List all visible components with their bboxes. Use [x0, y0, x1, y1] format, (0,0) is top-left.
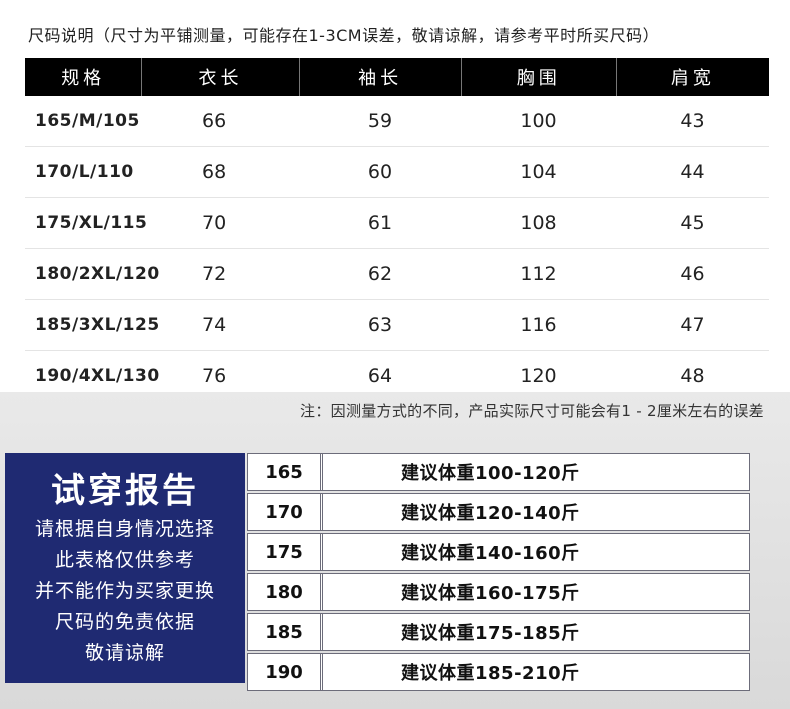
col-header-sleeve: 袖长: [300, 58, 462, 96]
cell-sleeve: 60: [367, 161, 393, 183]
report-line: 请根据自身情况选择: [34, 518, 215, 540]
size-table: 规格 衣长 袖长 胸围 肩宽 165/M/105 66 59 100 43 17…: [25, 58, 769, 401]
weight-size: 175: [248, 534, 323, 570]
report-line: 尺码的免责依据: [54, 611, 195, 633]
report-line: 敬请谅解: [84, 642, 165, 664]
weight-size: 190: [248, 654, 323, 690]
cell-length: 76: [202, 365, 227, 387]
fitting-section: 注：因测量方式的不同，产品实际尺寸可能会有1 - 2厘米左右的误差 试穿报告 请…: [0, 392, 790, 709]
weight-row: 180 建议体重160-175斤: [247, 573, 750, 611]
size-note: 尺码说明（尺寸为平铺测量，可能存在1-3CM误差，敬请谅解，请参考平时所买尺码）: [28, 26, 660, 45]
col-header-length: 衣长: [142, 58, 300, 96]
table-row: 170/L/110 68 60 104 44: [25, 147, 769, 198]
table-row: 175/XL/115 70 61 108 45: [25, 198, 769, 249]
report-line: 此表格仅供参考: [54, 549, 195, 571]
cell-length: 74: [202, 314, 227, 336]
cell-chest: 120: [520, 365, 557, 387]
cell-sleeve: 62: [367, 263, 393, 285]
weight-row: 165 建议体重100-120斤: [247, 453, 750, 491]
weight-row: 190 建议体重185-210斤: [247, 653, 750, 691]
col-header-spec: 规格: [25, 58, 143, 96]
weight-size: 180: [248, 574, 323, 610]
cell-chest: 108: [520, 212, 557, 234]
cell-spec: 185/3XL/125: [35, 315, 160, 335]
measurement-footnote: 注：因测量方式的不同，产品实际尺寸可能会有1 - 2厘米左右的误差: [300, 402, 764, 420]
weight-table: 165 建议体重100-120斤 170 建议体重120-140斤 175 建议…: [247, 453, 750, 693]
cell-sleeve: 63: [367, 314, 393, 336]
cell-chest: 104: [520, 161, 557, 183]
cell-length: 66: [202, 110, 227, 132]
weight-row: 175 建议体重140-160斤: [247, 533, 750, 571]
weight-size: 185: [248, 614, 323, 650]
cell-spec: 170/L/110: [35, 162, 134, 182]
size-table-body: 165/M/105 66 59 100 43 170/L/110 68 60 1…: [25, 96, 769, 401]
size-table-header: 规格 衣长 袖长 胸围 肩宽: [25, 58, 769, 96]
col-header-chest: 胸围: [462, 58, 617, 96]
weight-row: 185 建议体重175-185斤: [247, 613, 750, 651]
table-row: 190/4XL/130 76 64 120 48: [25, 351, 769, 401]
weight-advice: 建议体重185-210斤: [401, 663, 580, 684]
cell-sleeve: 61: [367, 212, 393, 234]
cell-shoulder: 48: [680, 365, 705, 387]
cell-spec: 165/M/105: [35, 111, 140, 131]
cell-sleeve: 64: [367, 365, 393, 387]
table-row: 165/M/105 66 59 100 43: [25, 96, 769, 147]
weight-row: 170 建议体重120-140斤: [247, 493, 750, 531]
cell-shoulder: 43: [680, 110, 705, 132]
cell-shoulder: 47: [680, 314, 705, 336]
cell-spec: 190/4XL/130: [35, 366, 160, 386]
fitting-report-panel: 试穿报告 请根据自身情况选择 此表格仅供参考 并不能作为买家更换 尺码的免责依据…: [5, 453, 245, 683]
weight-size: 165: [248, 454, 323, 490]
weight-advice: 建议体重100-120斤: [401, 463, 580, 484]
cell-spec: 180/2XL/120: [35, 264, 160, 284]
table-row: 185/3XL/125 74 63 116 47: [25, 300, 769, 351]
cell-spec: 175/XL/115: [35, 213, 148, 233]
weight-advice: 建议体重120-140斤: [401, 503, 580, 524]
report-line: 并不能作为买家更换: [34, 580, 215, 602]
cell-chest: 116: [520, 314, 557, 336]
cell-chest: 100: [520, 110, 557, 132]
cell-shoulder: 44: [680, 161, 705, 183]
cell-shoulder: 45: [680, 212, 705, 234]
col-header-shoulder: 肩宽: [670, 68, 715, 89]
table-row: 180/2XL/120 72 62 112 46: [25, 249, 769, 300]
cell-sleeve: 59: [367, 110, 393, 132]
weight-size: 170: [248, 494, 323, 530]
weight-advice: 建议体重160-175斤: [401, 583, 580, 604]
cell-length: 68: [202, 161, 227, 183]
weight-advice: 建议体重140-160斤: [401, 543, 580, 564]
cell-shoulder: 46: [680, 263, 705, 285]
fitting-report-title: 试穿报告: [51, 471, 199, 511]
cell-chest: 112: [520, 263, 557, 285]
weight-advice: 建议体重175-185斤: [401, 623, 580, 644]
cell-length: 70: [202, 212, 227, 234]
cell-length: 72: [202, 263, 227, 285]
